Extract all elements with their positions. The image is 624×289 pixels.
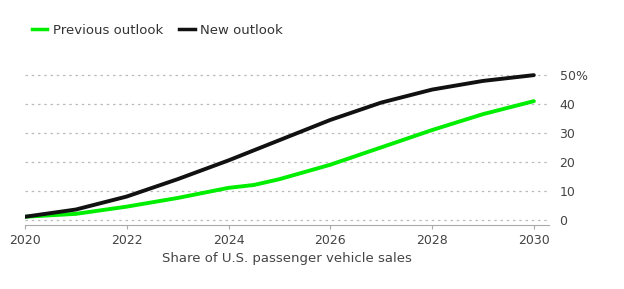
Legend: Previous outlook, New outlook: Previous outlook, New outlook bbox=[26, 18, 288, 42]
X-axis label: Share of U.S. passenger vehicle sales: Share of U.S. passenger vehicle sales bbox=[162, 252, 412, 265]
